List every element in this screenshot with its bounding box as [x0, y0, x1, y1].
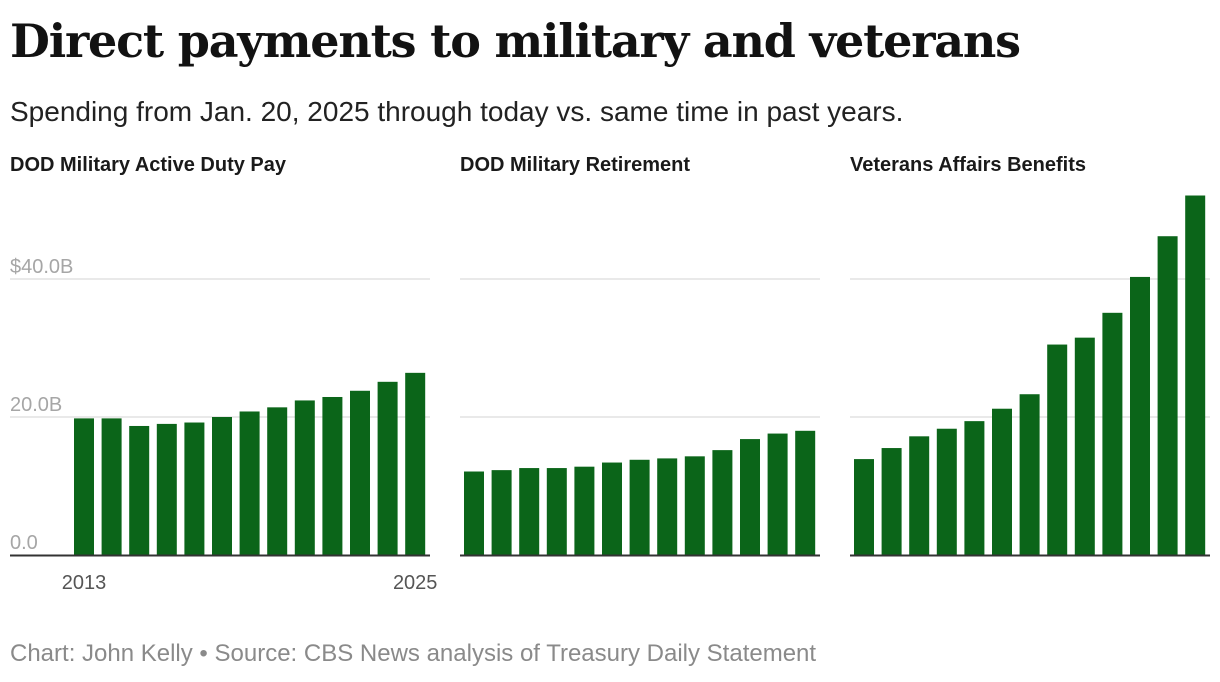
bar: [795, 430, 816, 555]
bar: [267, 407, 288, 555]
chart-subtitle: Spending from Jan. 20, 2025 through toda…: [10, 96, 904, 127]
bar: [294, 400, 315, 555]
bar: [184, 422, 205, 555]
bar: [1074, 337, 1095, 555]
y-tick-label: 20.0B: [10, 394, 62, 416]
bar: [1102, 312, 1123, 555]
y-tick-label: 0.0: [10, 532, 38, 554]
bar: [101, 418, 122, 555]
bar: [936, 428, 957, 555]
bar: [519, 468, 540, 555]
bar: [239, 411, 260, 555]
bar: [602, 462, 622, 555]
bar: [767, 433, 788, 555]
x-tick-label: 2013: [62, 572, 107, 594]
bar: [1047, 344, 1068, 555]
bar: [350, 390, 370, 555]
chart-panel-2: [460, 278, 820, 557]
bar: [657, 458, 678, 555]
chart-panel-3: [850, 195, 1210, 557]
bar: [405, 372, 426, 555]
bar: [964, 421, 985, 555]
bar: [212, 417, 232, 555]
panel-title-retirement: DOD Military Retirement: [460, 154, 691, 176]
bar: [881, 448, 902, 555]
bar: [712, 450, 733, 555]
bar: [464, 471, 484, 555]
bar: [854, 459, 874, 555]
bar: [1185, 195, 1206, 555]
panel-title-active-duty: DOD Military Active Duty Pay: [10, 154, 287, 176]
y-tick-label: $40.0B: [10, 256, 73, 278]
bar: [909, 436, 930, 555]
bar: [546, 468, 567, 555]
bar: [377, 381, 398, 555]
x-tick-label: 2025: [393, 572, 438, 594]
bar: [1157, 236, 1178, 555]
bar: [740, 439, 760, 555]
chart-footer: Chart: John Kelly • Source: CBS News ana…: [10, 640, 817, 667]
chart-title: Direct payments to military and veterans: [10, 14, 1021, 68]
bar: [74, 418, 94, 555]
bar: [629, 459, 650, 555]
bar: [1130, 276, 1150, 555]
chart-panel-1: 0.0 20.0B $40.0B 2013 2025: [10, 256, 437, 594]
bar: [129, 425, 150, 555]
bar: [156, 423, 177, 555]
bar: [684, 456, 705, 555]
bar: [491, 470, 512, 555]
panel-title-veterans: Veterans Affairs Benefits: [850, 154, 1087, 176]
bar: [574, 466, 595, 555]
bar: [322, 396, 343, 555]
bar: [992, 408, 1012, 555]
bar: [1019, 394, 1040, 555]
